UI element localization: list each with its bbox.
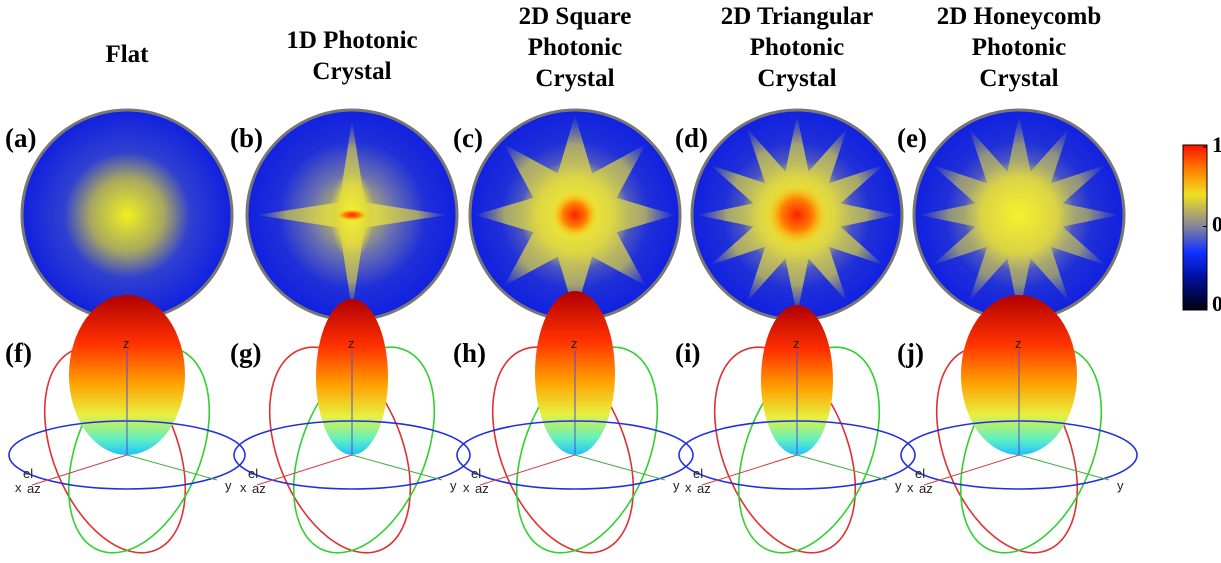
axis-label: z — [793, 336, 800, 351]
x-axis — [479, 454, 576, 486]
axis-label: el — [693, 466, 703, 481]
column-title: 2D Triangular — [721, 3, 874, 30]
panel-label: (j) — [897, 338, 924, 368]
axis-label: az — [697, 481, 711, 496]
el-ring — [491, 346, 635, 554]
el-ring — [268, 346, 412, 554]
axis-label: z — [348, 336, 355, 351]
y-axis — [126, 454, 218, 481]
pattern-disk — [20, 108, 234, 322]
pattern-feature — [336, 209, 368, 221]
y-axis — [796, 454, 888, 481]
az-ring — [737, 346, 881, 554]
column-title: Photonic — [750, 34, 844, 61]
axis-label: az — [475, 481, 489, 496]
pattern-feature — [551, 191, 599, 239]
axis-label: x — [907, 480, 914, 495]
az-ring — [292, 346, 436, 554]
colorbar — [1182, 144, 1208, 311]
axis-label: y — [1117, 478, 1124, 493]
panel-label: (i) — [675, 338, 700, 368]
column-title: Photonic — [972, 34, 1066, 61]
x-axis — [256, 454, 353, 486]
column-title: Photonic — [528, 34, 622, 61]
panel-label: (g) — [230, 338, 261, 368]
axis-label: el — [248, 466, 258, 481]
column-title: 1D Photonic — [286, 27, 417, 54]
panel-label: (c) — [453, 123, 483, 153]
axis-label: y — [225, 478, 232, 493]
axis-label: x — [685, 480, 692, 495]
y-axis — [1018, 454, 1110, 481]
axis-label: x — [15, 480, 22, 495]
axis-label: y — [895, 478, 902, 493]
axis-label: x — [463, 480, 470, 495]
panel-label: (f) — [5, 338, 32, 368]
column-title: 2D Square — [519, 3, 632, 30]
panel-label: (e) — [897, 123, 927, 153]
colorbar-tick-label: 0 — [1212, 291, 1221, 316]
column-title: Crystal — [979, 65, 1058, 92]
axis-label: z — [1015, 336, 1022, 351]
axis-label: az — [27, 481, 41, 496]
y-axis — [574, 454, 666, 481]
y-axis — [351, 454, 443, 481]
axis-label: x — [240, 480, 247, 495]
panel-label: (h) — [453, 338, 486, 368]
panel-label: (b) — [230, 123, 263, 153]
colorbar-tick-label: 0.5 — [1212, 212, 1221, 237]
column-title: Crystal — [535, 65, 614, 92]
axis-label: y — [450, 478, 457, 493]
x-axis — [31, 454, 128, 486]
pattern-feature — [765, 183, 829, 247]
axis-label: z — [571, 336, 578, 351]
x-axis — [923, 454, 1020, 486]
axis-label: el — [915, 466, 925, 481]
axis-label: y — [673, 478, 680, 493]
column-title: Crystal — [757, 65, 836, 92]
axis-label: el — [471, 466, 481, 481]
axis-label: el — [23, 466, 33, 481]
panel-label: (d) — [675, 123, 708, 153]
el-ring — [713, 346, 857, 554]
panel-label: (a) — [5, 123, 36, 153]
x-axis — [701, 454, 798, 486]
axis-label: az — [919, 481, 933, 496]
pattern-feature — [964, 160, 1074, 270]
column-title: Flat — [105, 41, 149, 68]
column-title: Crystal — [312, 58, 391, 85]
axis-label: z — [123, 336, 130, 351]
axis-label: az — [252, 481, 266, 496]
az-ring — [515, 346, 659, 554]
colorbar-tick-label: 1 — [1212, 132, 1221, 157]
column-title: 2D Honeycomb — [937, 3, 1102, 30]
